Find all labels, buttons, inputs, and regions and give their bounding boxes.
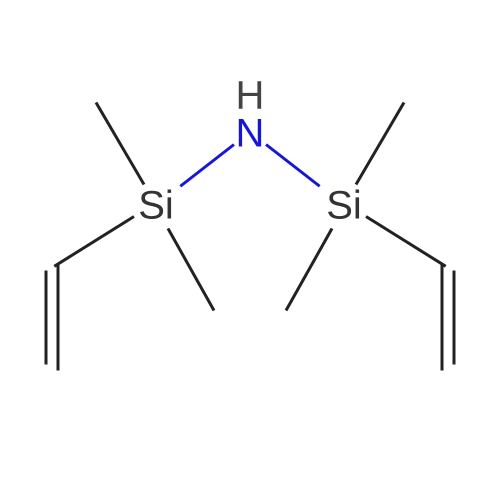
atom-nitrogen: N — [236, 112, 265, 157]
atom-silicon-left: Si — [138, 184, 174, 229]
atom-silicon-right: Si — [326, 184, 362, 229]
bond-n-si1 — [179, 143, 235, 187]
bond-vinyl2-db-a — [441, 264, 444, 370]
molecule-canvas: H N Si Si — [0, 0, 500, 500]
bond-vinyl1-db-b — [45, 270, 48, 364]
bond-si1-vinyl — [53, 215, 135, 268]
bond-si1-me-ul — [95, 101, 146, 185]
bond-vinyl1-db-a — [57, 264, 60, 370]
bond-si2-vinyl — [365, 215, 447, 268]
bond-vinyl2-db-b — [453, 270, 456, 364]
bond-si2-me-dl — [285, 227, 334, 310]
bond-si1-me-dr — [167, 227, 216, 310]
bond-si2-me-ur — [355, 101, 406, 185]
bond-n-si2 — [265, 143, 321, 187]
